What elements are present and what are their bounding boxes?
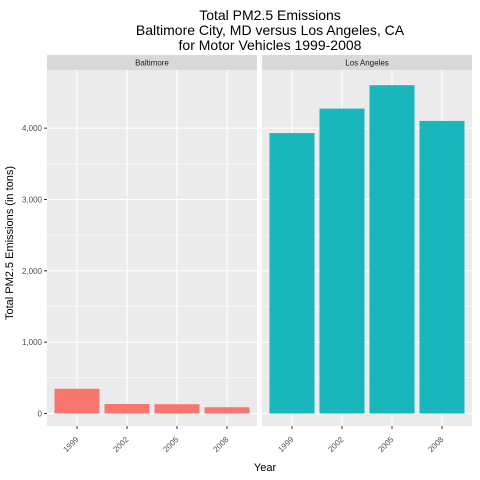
x-tick-label: 1999 bbox=[61, 435, 80, 454]
y-tick-label: 3,000 bbox=[22, 195, 43, 204]
x-tick-label: 2002 bbox=[326, 435, 345, 454]
y-tick-label: 0 bbox=[38, 410, 43, 419]
x-tick-label: 1999 bbox=[276, 435, 295, 454]
x-tick-label: 2005 bbox=[376, 435, 395, 454]
bar bbox=[205, 407, 250, 413]
bar bbox=[270, 133, 315, 413]
chart-title: Total PM2.5 Emissions Baltimore City, MD… bbox=[136, 7, 405, 53]
chart-title-line-3: for Motor Vehicles 1999-2008 bbox=[179, 37, 362, 53]
facet-strip-label: Baltimore bbox=[135, 59, 169, 68]
x-tick-label: 2005 bbox=[161, 435, 180, 454]
panel-background bbox=[47, 70, 257, 426]
y-axis-title: Total PM2.5 Emissions (in tons) bbox=[4, 166, 16, 320]
facet-panel: Los Angeles 1999 2002 2005 2008 bbox=[262, 55, 472, 454]
y-tick-label: 4,000 bbox=[22, 124, 43, 133]
chart-title-line-2: Baltimore City, MD versus Los Angeles, C… bbox=[136, 22, 405, 38]
bar bbox=[155, 404, 200, 413]
facet-panel: Baltimore 1999 2002 2005 2008 bbox=[47, 55, 257, 454]
bar bbox=[420, 121, 465, 414]
x-axis-title: Year bbox=[254, 462, 277, 474]
x-tick-label: 2002 bbox=[111, 435, 130, 454]
facet-strip-label: Los Angeles bbox=[345, 59, 389, 68]
y-axis: 0 1,000 2,000 3,000 4,000 bbox=[22, 124, 47, 418]
bar bbox=[320, 109, 365, 414]
bar bbox=[370, 85, 415, 413]
y-tick-label: 1,000 bbox=[22, 338, 43, 347]
y-tick-label: 2,000 bbox=[22, 267, 43, 276]
bar bbox=[105, 404, 150, 414]
facet-panels: Baltimore 1999 2002 2005 2008 Los Angeles 1999… bbox=[47, 55, 472, 454]
chart-title-line-1: Total PM2.5 Emissions bbox=[199, 7, 341, 23]
bar bbox=[55, 389, 100, 414]
x-tick-label: 2008 bbox=[211, 435, 230, 454]
x-tick-label: 2008 bbox=[426, 435, 445, 454]
